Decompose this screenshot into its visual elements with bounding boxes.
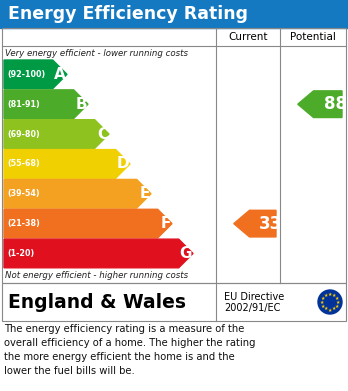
Polygon shape — [234, 210, 276, 237]
Text: ★: ★ — [321, 296, 325, 301]
Text: 33: 33 — [259, 215, 282, 233]
Text: ★: ★ — [328, 307, 332, 312]
Text: EU Directive: EU Directive — [224, 292, 284, 302]
Text: (1-20): (1-20) — [7, 249, 34, 258]
Text: (39-54): (39-54) — [7, 189, 40, 198]
Bar — [2, 283, 346, 321]
Polygon shape — [4, 60, 67, 89]
Text: (55-68): (55-68) — [7, 160, 40, 169]
Polygon shape — [4, 150, 130, 178]
Polygon shape — [4, 90, 88, 118]
Text: A: A — [54, 67, 66, 82]
Polygon shape — [298, 91, 342, 118]
Text: 88: 88 — [324, 95, 347, 113]
Bar — [0, 0, 348, 28]
Text: ★: ★ — [332, 307, 336, 311]
Text: G: G — [180, 246, 192, 261]
Text: Current: Current — [228, 32, 268, 42]
Text: The energy efficiency rating is a measure of the
overall efficiency of a home. T: The energy efficiency rating is a measur… — [4, 324, 255, 376]
Bar — [2, 28, 346, 283]
Polygon shape — [4, 120, 109, 148]
Text: (69-80): (69-80) — [7, 129, 40, 138]
Text: ★: ★ — [321, 303, 325, 308]
Text: B: B — [76, 97, 87, 112]
Text: (92-100): (92-100) — [7, 70, 45, 79]
Text: D: D — [116, 156, 129, 171]
Text: F: F — [161, 216, 171, 231]
Text: Energy Efficiency Rating: Energy Efficiency Rating — [8, 5, 248, 23]
Text: ★: ★ — [324, 292, 328, 298]
Text: England & Wales: England & Wales — [8, 292, 186, 312]
Text: ★: ★ — [335, 303, 339, 308]
Text: ★: ★ — [332, 292, 336, 298]
Text: ★: ★ — [320, 300, 324, 305]
Polygon shape — [4, 209, 172, 238]
Text: Potential: Potential — [290, 32, 336, 42]
Text: E: E — [140, 186, 150, 201]
Text: Very energy efficient - lower running costs: Very energy efficient - lower running co… — [5, 48, 188, 57]
Text: (81-91): (81-91) — [7, 100, 40, 109]
Text: ★: ★ — [328, 292, 332, 296]
Polygon shape — [4, 239, 193, 268]
Text: ★: ★ — [336, 300, 340, 305]
Text: (21-38): (21-38) — [7, 219, 40, 228]
Text: ★: ★ — [335, 296, 339, 301]
Text: C: C — [97, 127, 108, 142]
Text: Not energy efficient - higher running costs: Not energy efficient - higher running co… — [5, 271, 188, 280]
Text: ★: ★ — [324, 307, 328, 311]
Text: 2002/91/EC: 2002/91/EC — [224, 303, 280, 313]
Polygon shape — [4, 179, 151, 208]
Circle shape — [318, 290, 342, 314]
